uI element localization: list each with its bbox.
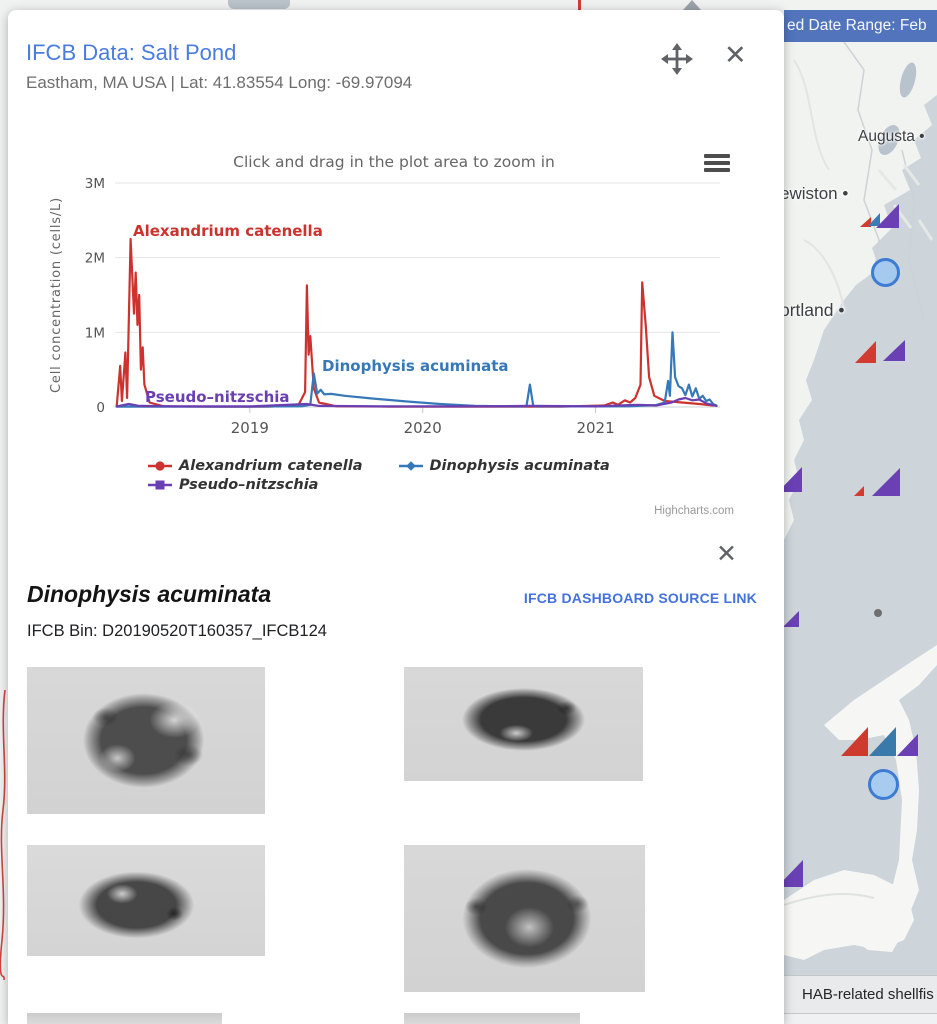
legend-label: Dinophysis acuminata — [429, 458, 610, 474]
map-fragment-redline — [578, 0, 581, 10]
legend-item[interactable]: Alexandrium catenella — [148, 458, 363, 474]
map-fragment-arrow — [683, 0, 701, 10]
hab-marker-triangle[interactable] — [860, 217, 871, 227]
y-tick-label: 0 — [96, 400, 105, 416]
detail-close-icon[interactable]: ✕ — [716, 540, 737, 568]
diamond-marker-icon — [398, 461, 423, 471]
popup-subtitle: Eastham, MA USA | Lat: 41.83554 Long: -6… — [26, 73, 413, 92]
move-icon[interactable] — [660, 42, 694, 76]
series-alexandrium-catenella[interactable] — [115, 237, 715, 408]
highcharts-credit[interactable]: Highcharts.com — [654, 505, 734, 517]
station-circle-marker[interactable] — [868, 769, 899, 800]
map-city-label: ewiston • — [784, 184, 849, 203]
ifcb-dashboard-source-link[interactable]: IFCB DASHBOARD SOURCE LINK — [523, 590, 757, 606]
x-tick-label: 2021 — [576, 419, 614, 437]
species-heading: Dinophysis acuminata — [27, 581, 272, 607]
series-annotation: Alexandrium catenella — [133, 222, 323, 240]
chart-legend: Alexandrium catenella Dinophysis acuminat… — [148, 458, 648, 493]
x-tick-label: 2019 — [231, 419, 269, 437]
series-pseudo–nitzschia[interactable] — [115, 396, 718, 408]
map-city-label: ortland • — [784, 300, 845, 320]
station-circle-marker[interactable] — [871, 258, 900, 287]
y-tick-label: 1M — [85, 325, 105, 341]
map-legend-inner: HAB-related shellfis — [784, 975, 937, 1014]
highcharts-plot[interactable]: Click and drag in the plot area to zoom … — [8, 140, 784, 532]
legend-item[interactable]: Pseudo–nitzschia — [148, 477, 318, 493]
plankton-image[interactable] — [404, 845, 645, 992]
date-range-text: ed Date Range: Feb — [787, 17, 927, 34]
ifcb-bin-label: IFCB Bin: D20190520T160357_IFCB124 — [27, 622, 327, 640]
square-marker-icon — [148, 480, 172, 490]
map-fragment-top — [228, 0, 290, 9]
map-city-label: Augusta • — [858, 128, 925, 145]
plankton-image[interactable] — [404, 667, 643, 781]
map-coastline — [784, 0, 937, 1024]
plankton-image[interactable] — [27, 1013, 222, 1024]
map-legend-text: HAB-related shellfis — [802, 986, 934, 1003]
map-edge-roads — [0, 690, 6, 980]
map-dot-marker[interactable] — [874, 609, 882, 617]
chart-title: Click and drag in the plot area to zoom … — [233, 153, 555, 171]
plankton-image[interactable] — [27, 845, 265, 956]
series-annotation: Dinophysis acuminata — [322, 357, 509, 375]
y-tick-label: 2M — [85, 251, 105, 267]
popup-title: IFCB Data: Salt Pond — [26, 40, 237, 65]
series-annotation: Pseudo–nitzschia — [145, 388, 290, 406]
plankton-image[interactable] — [27, 667, 265, 814]
circle-marker-icon — [148, 461, 172, 471]
legend-label: Alexandrium catenella — [179, 458, 363, 474]
hab-marker-triangle[interactable] — [854, 486, 864, 496]
map[interactable]: ed Date Range: Feb Augusta • ewiston • ort… — [784, 0, 937, 1024]
chart-menu-icon[interactable] — [704, 154, 730, 172]
map-legend-bar: HAB-related shellfis — [784, 975, 937, 1024]
y-axis-title: Cell concentration (cells/L) — [49, 197, 64, 393]
plankton-image[interactable] — [404, 1013, 580, 1024]
x-tick-label: 2020 — [404, 419, 442, 437]
y-tick-label: 3M — [85, 176, 105, 192]
legend-item[interactable]: Dinophysis acuminata — [398, 458, 610, 474]
date-range-banner: ed Date Range: Feb — [784, 10, 937, 42]
close-icon[interactable]: ✕ — [724, 40, 747, 70]
ifcb-popup: IFCB Data: Salt Pond Eastham, MA USA | L… — [8, 10, 784, 1024]
legend-label: Pseudo–nitzschia — [179, 477, 319, 493]
